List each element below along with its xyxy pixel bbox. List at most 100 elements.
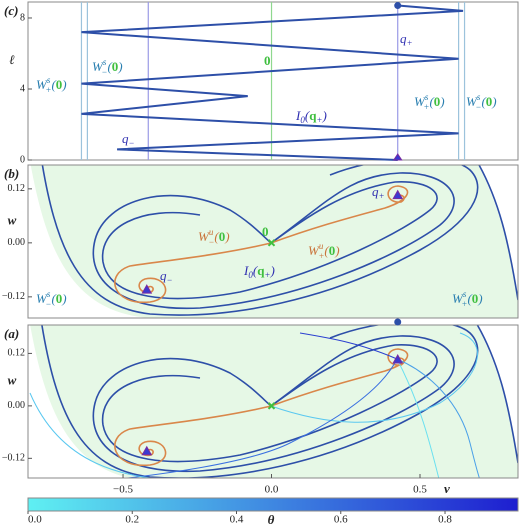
- annotation-part: +: [316, 115, 322, 125]
- theta-curves: [29, 332, 480, 478]
- annotation-part: q: [372, 184, 379, 199]
- annotation-part: (: [429, 94, 434, 109]
- annotation-part: +: [45, 85, 51, 95]
- annotation-part: q: [309, 108, 317, 123]
- colorbar-tick-label: 0.4: [230, 514, 244, 526]
- annotation-part: (: [51, 77, 56, 92]
- y-axis-label: w: [8, 372, 17, 387]
- panel-label: (c): [4, 3, 18, 18]
- x-tick-label: −0.5: [113, 484, 133, 496]
- annotation-part: I: [295, 108, 301, 123]
- annotation-part: q: [257, 263, 265, 278]
- colorbar: [27, 497, 519, 512]
- annotation-part: 0: [56, 77, 63, 92]
- annotation-part: (: [467, 291, 472, 306]
- colorbar-tick-label: 0.8: [438, 514, 452, 526]
- annotation-part: (: [214, 229, 219, 244]
- annotation: q−: [160, 268, 173, 285]
- annotation-part: (: [107, 59, 112, 74]
- annotation-part: s: [477, 92, 481, 102]
- annotation-part: ): [61, 77, 66, 92]
- annotation-part: q: [400, 31, 407, 46]
- annotation: Ws +(0): [36, 75, 67, 95]
- annotation-part: +: [379, 191, 385, 201]
- annotation: Ws +(0): [414, 92, 445, 112]
- annotation-part: +: [318, 251, 324, 261]
- annotation-part: 0: [300, 115, 305, 125]
- annotation: Ws +(0): [452, 289, 483, 309]
- y-tick-label: 0.12: [8, 183, 26, 194]
- annotation-part: +: [407, 38, 413, 48]
- annotation-part: (: [324, 243, 329, 258]
- focus-point: [141, 284, 153, 294]
- y-tick-label: 0: [20, 154, 25, 165]
- x-tick-label: 0.0: [265, 484, 279, 496]
- annotation-part: W: [92, 59, 104, 74]
- panel-label: (a): [4, 326, 19, 341]
- annotation: Wu −(0): [198, 227, 230, 247]
- x-axis-label: v: [444, 481, 450, 496]
- annotation-part: s: [103, 57, 107, 67]
- annotation-part: u: [209, 227, 214, 237]
- annotation-part: (: [481, 94, 486, 109]
- annotation-part: 0: [112, 59, 119, 74]
- y-tick-label: −0.12: [2, 291, 25, 302]
- annotation-part: W: [466, 94, 478, 109]
- y-axis-label: w: [8, 212, 17, 227]
- annotation-part: +: [461, 299, 467, 309]
- annotation-part: ): [491, 94, 496, 109]
- colorbar-label: θ: [268, 512, 275, 527]
- annotation-part: ): [322, 108, 327, 123]
- annotation-part: s: [47, 75, 51, 85]
- annotation-part: s: [463, 289, 467, 299]
- annotation-part: W: [198, 229, 210, 244]
- annotation: Ws −(0): [92, 57, 123, 77]
- annotation-part: I: [243, 263, 249, 278]
- annotation-part: ): [224, 229, 229, 244]
- panel-frame: [27, 1, 519, 161]
- y-tick-label: 0.12: [8, 348, 26, 359]
- annotation-part: 0: [434, 94, 441, 109]
- y-tick-label: 4: [20, 83, 25, 94]
- y-tick-label: 0.00: [8, 400, 26, 411]
- annotation-part: 0: [219, 229, 226, 244]
- colorbar-tick-label: 0.2: [125, 514, 139, 526]
- annotation: Ws −(0): [466, 92, 497, 112]
- annotation-part: s: [47, 289, 51, 299]
- annotation-part: 0: [264, 53, 271, 68]
- annotation-part: 0: [329, 243, 336, 258]
- annotation-part: −: [167, 275, 173, 285]
- annotation-part: −: [45, 299, 51, 309]
- annotation: I0(q+): [243, 263, 275, 280]
- annotation: q+: [372, 184, 385, 201]
- annotation-part: +: [264, 270, 270, 280]
- annotation-part: q: [160, 268, 167, 283]
- annotation-part: ): [334, 243, 339, 258]
- annotation-part: −: [101, 67, 107, 77]
- y-tick-label: −0.12: [2, 453, 25, 464]
- x-tick-label: 0.5: [413, 484, 427, 496]
- annotation-part: W: [452, 291, 464, 306]
- annotation-part: (: [305, 108, 310, 123]
- annotation-part: −: [129, 138, 135, 148]
- annotation-part: ): [61, 291, 66, 306]
- annotation-part: W: [36, 291, 48, 306]
- annotation: 0: [262, 224, 269, 239]
- annotation: Ws −(0): [36, 289, 67, 309]
- annotation-part: −: [475, 102, 481, 112]
- marker-dot: [394, 2, 402, 10]
- annotation-part: 0: [486, 94, 493, 109]
- annotation-part: W: [414, 94, 426, 109]
- annotation-part: ): [270, 263, 275, 278]
- annotation-part: W: [308, 243, 320, 258]
- annotation-part: +: [423, 102, 429, 112]
- focus-point: [141, 445, 153, 456]
- annotation-part: ): [477, 291, 482, 306]
- annotation: 0: [264, 53, 271, 68]
- annotation-part: u: [319, 241, 324, 251]
- annotation-part: (: [253, 263, 258, 278]
- orbit-line: [81, 4, 464, 161]
- saddle-point: [267, 402, 276, 410]
- focus-point: [392, 189, 404, 200]
- y-tick-label: 0.00: [8, 237, 26, 248]
